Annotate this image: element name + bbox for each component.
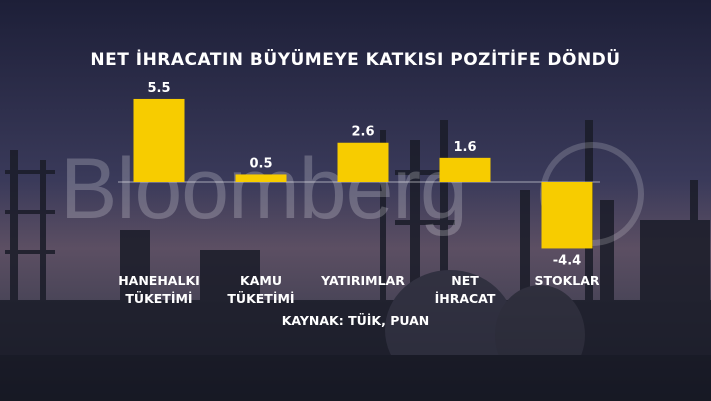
bar — [439, 157, 491, 182]
chart-source: KAYNAK: TÜİK, PUAN — [281, 313, 430, 328]
bar-value-label: 5.5 — [147, 81, 170, 96]
bar-value-label: -4.4 — [553, 253, 581, 268]
bar-value-label: 1.6 — [453, 140, 476, 155]
category-label: İHRACAT — [435, 291, 496, 306]
bar — [133, 98, 185, 182]
bar — [235, 174, 287, 182]
bar — [541, 182, 593, 249]
category-label: HANEHALKI — [118, 273, 200, 288]
category-label: TÜKETİMİ — [125, 291, 192, 306]
bloomberg-watermark: Bloomberg — [60, 141, 468, 237]
category-label: YATIRIMLAR — [320, 273, 405, 288]
category-label: TÜKETİMİ — [227, 291, 294, 306]
bar-value-label: 2.6 — [351, 125, 374, 140]
bar-value-label: 0.5 — [249, 156, 272, 171]
refinery-silhouette — [0, 120, 711, 401]
bar — [337, 142, 389, 182]
category-label: STOKLAR — [534, 273, 599, 288]
chart-title: NET İHRACATIN BÜYÜMEYE KATKISI POZİTİFE … — [90, 50, 621, 70]
category-label: KAMU — [240, 273, 282, 288]
category-label: NET — [451, 273, 479, 288]
